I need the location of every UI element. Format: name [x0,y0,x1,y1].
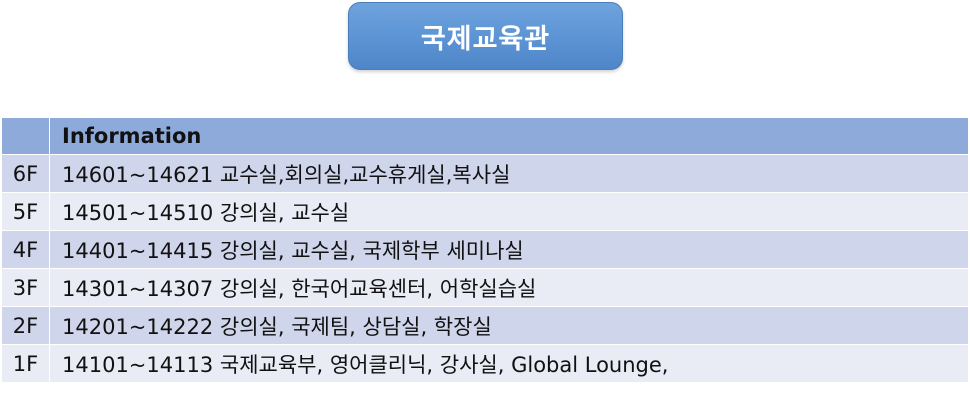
floor-directory-table: Information 6F 14601~14621 교수실,회의실,교수휴게실… [1,117,969,383]
table-row: 3F 14301~14307 강의실, 한국어교육센터, 어학실습실 [1,268,969,307]
floor-information: 14201~14222 강의실, 국제팀, 상담실, 학장실 [49,306,969,345]
table-row: 1F 14101~14113 국제교육부, 영어클리닉, 강사실, Global… [1,344,969,383]
floor-label: 6F [1,154,50,193]
table-row: 2F 14201~14222 강의실, 국제팀, 상담실, 학장실 [1,306,969,345]
floor-label: 4F [1,230,50,269]
building-title: 국제교육관 [348,2,623,70]
floor-information: 14601~14621 교수실,회의실,교수휴게실,복사실 [49,154,969,193]
floor-label: 5F [1,192,50,231]
header-floor-cell [1,117,50,155]
floor-information: 14501~14510 강의실, 교수실 [49,192,969,231]
floor-information: 14301~14307 강의실, 한국어교육센터, 어학실습실 [49,268,969,307]
table-header-row: Information [1,117,969,155]
table-row: 4F 14401~14415 강의실, 교수실, 국제학부 세미나실 [1,230,969,269]
floor-label: 2F [1,306,50,345]
floor-information: 14101~14113 국제교육부, 영어클리닉, 강사실, Global Lo… [49,344,969,383]
header-information-cell: Information [49,117,969,155]
floor-label: 1F [1,344,50,383]
table-row: 5F 14501~14510 강의실, 교수실 [1,192,969,231]
table-row: 6F 14601~14621 교수실,회의실,교수휴게실,복사실 [1,154,969,193]
floor-label: 3F [1,268,50,307]
floor-information: 14401~14415 강의실, 교수실, 국제학부 세미나실 [49,230,969,269]
